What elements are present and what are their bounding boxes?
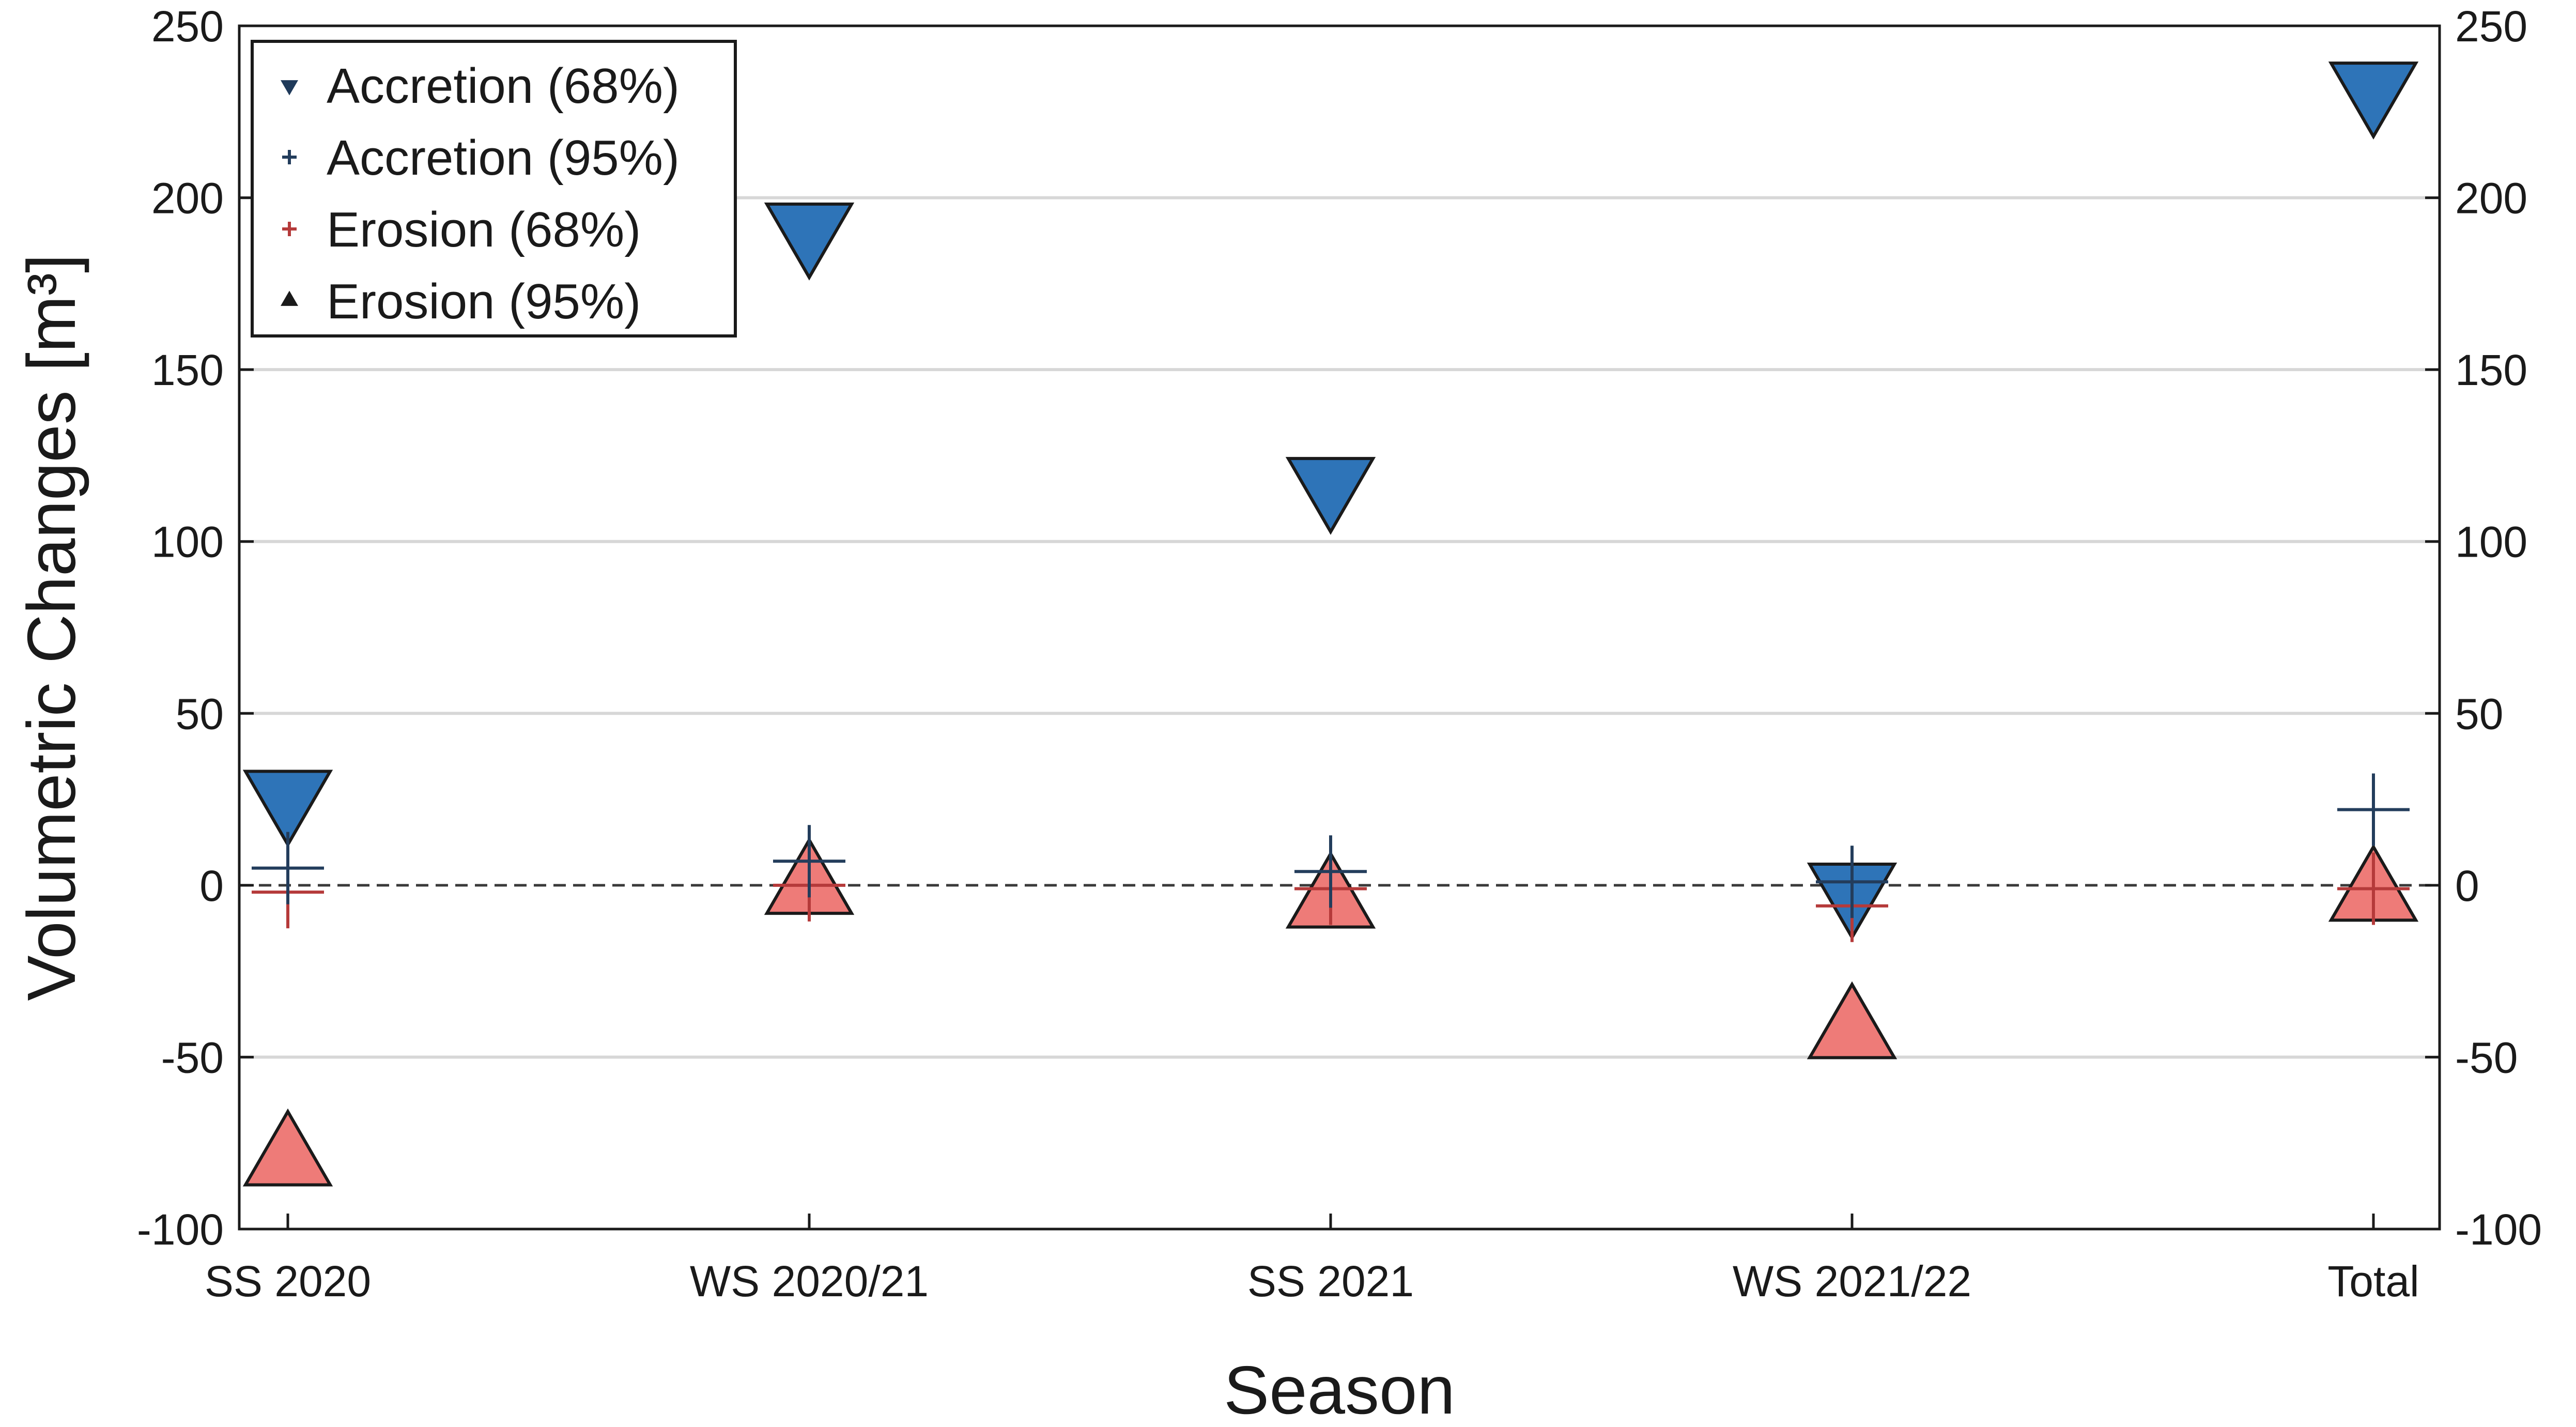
accretion-95-marker — [2337, 773, 2410, 846]
legend-box — [251, 40, 737, 337]
y-tick-label: 200 — [2455, 174, 2527, 223]
accretion-68-marker — [242, 770, 333, 848]
x-tick-label: WS 2021/22 — [1733, 1257, 1971, 1306]
x-tick-label: SS 2020 — [205, 1257, 371, 1306]
accretion-68-marker — [1285, 457, 1376, 535]
y-tick-label: -50 — [161, 1033, 224, 1082]
plot-frame — [238, 24, 2441, 1231]
y-tick-label: 50 — [2455, 689, 2503, 738]
accretion-95-marker — [1294, 835, 1367, 908]
legend-label: Accretion (68%) — [327, 58, 680, 114]
x-axis: SS 2020 WS 2020/21 SS 2021 WS 2021/22 Total — [205, 1214, 2419, 1306]
erosion-95-marker — [1807, 981, 1898, 1060]
y-tick-label: 250 — [2455, 2, 2527, 51]
accretion-95-marker — [1816, 846, 1888, 918]
y-tick-label: 250 — [151, 2, 224, 51]
accretion-68-marker — [764, 202, 855, 281]
legend-accretion-68-symbol — [281, 80, 298, 96]
x-tick-label: Total — [2327, 1257, 2419, 1306]
y-tick-label: -100 — [2455, 1205, 2542, 1254]
y-tick-label: -100 — [137, 1205, 224, 1254]
y-tick-label: 100 — [151, 518, 224, 566]
x-tick-label: SS 2021 — [1247, 1257, 1414, 1306]
y-tick-label: 0 — [2455, 862, 2479, 910]
y-tick-label: 0 — [199, 862, 224, 910]
erosion-95-marker — [242, 1108, 333, 1187]
legend-label: Erosion (95%) — [327, 274, 641, 329]
y-axis-title: Volumetric Changes [m³] — [13, 254, 89, 1001]
x-tick-label: WS 2020/21 — [690, 1257, 929, 1306]
y-tick-label: -50 — [2455, 1033, 2518, 1082]
right-y-axis: -100 -50 0 50 100 150 200 250 — [2425, 2, 2542, 1254]
legend-label: Erosion (68%) — [327, 202, 641, 257]
y-tick-label: 50 — [176, 689, 224, 738]
legend-erosion-95-symbol — [281, 290, 298, 306]
accretion-95-marker — [773, 825, 845, 898]
y-tick-label: 150 — [2455, 346, 2527, 394]
accretion-95-marker — [252, 832, 324, 904]
data-markers — [242, 62, 2419, 1187]
legend-erosion-68-symbol — [282, 222, 297, 236]
legend-label: Accretion (95%) — [327, 130, 680, 186]
y-tick-label: 200 — [151, 174, 224, 223]
accretion-68-marker — [2328, 62, 2419, 140]
legend: Accretion (68%) Accretion (95%) Erosion (6… — [251, 40, 737, 337]
erosion-68-marker — [2337, 852, 2410, 925]
y-tick-label: 150 — [151, 346, 224, 394]
y-tick-label: 100 — [2455, 518, 2527, 566]
left-y-axis: -100 -50 0 50 100 150 200 250 — [137, 2, 254, 1254]
x-axis-title: Season — [1224, 1352, 1455, 1427]
legend-accretion-95-symbol — [282, 150, 297, 164]
